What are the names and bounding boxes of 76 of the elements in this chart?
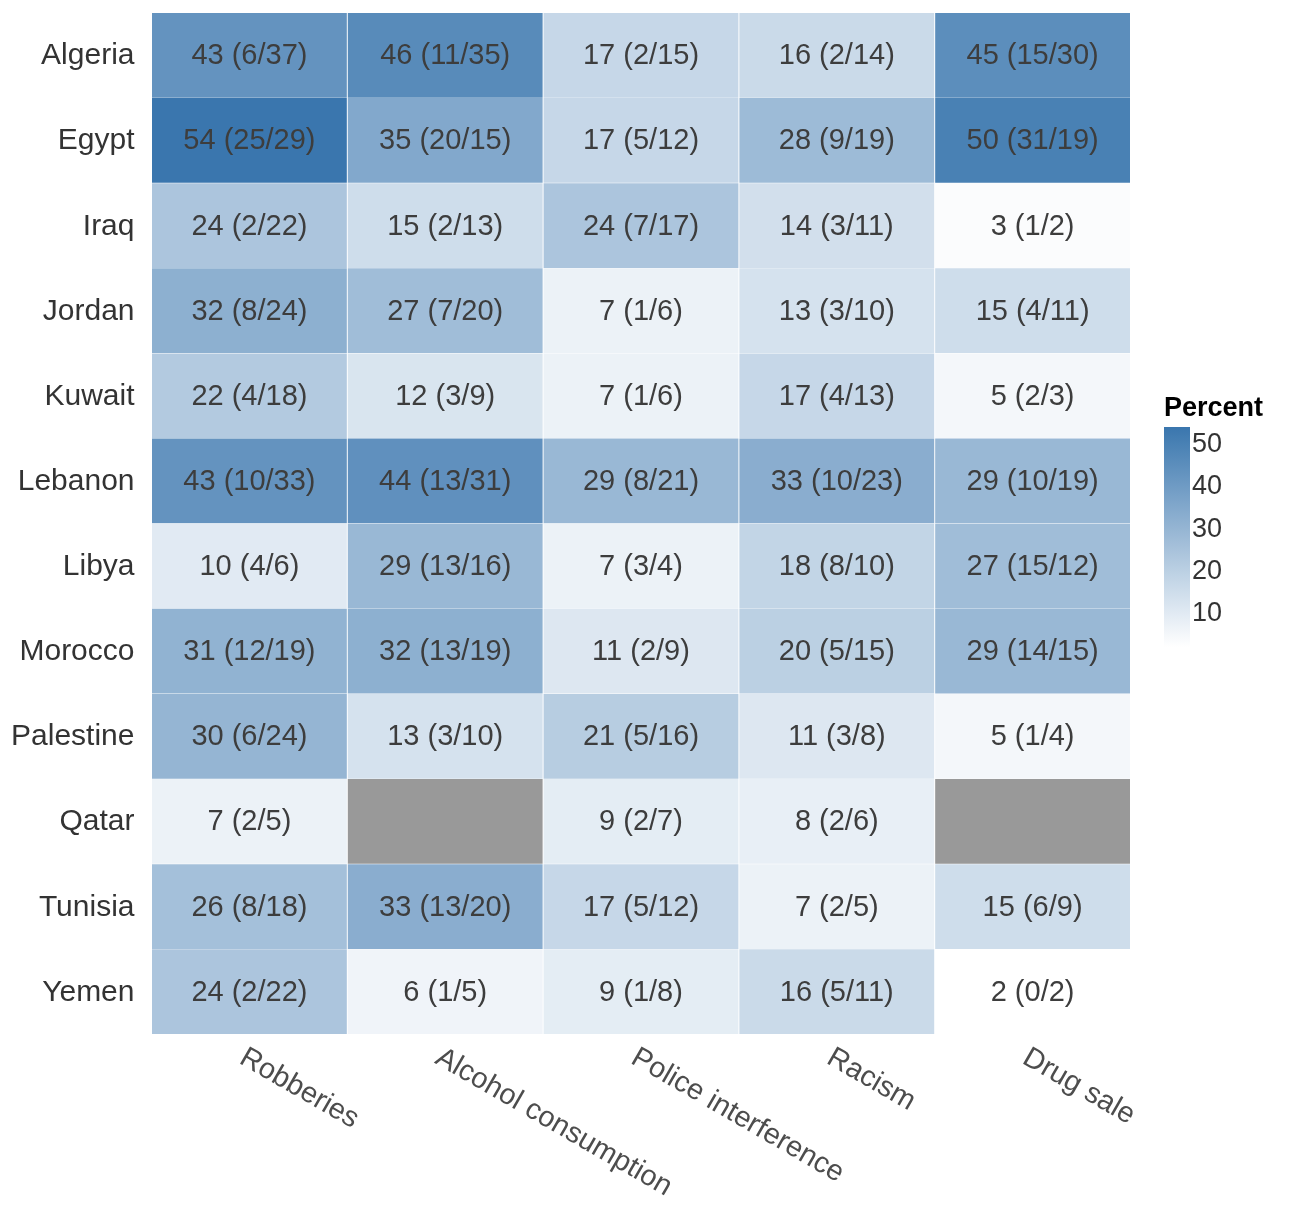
color-bar-label: 10 [1192,597,1223,628]
data-label: 9 (2/7) [599,804,683,837]
data-label: 17 (5/12) [582,123,700,156]
data-label: 7 (1/6) [599,293,683,326]
data-label: 15 (6/9) [982,889,1083,922]
data-label: 14 (3/11) [779,208,894,241]
data-label: 10 (4/6) [199,549,300,582]
data-label: 22 (4/18) [191,378,308,411]
data-label: 12 (3/9) [395,378,496,411]
color-bar-title: Percent [1164,392,1264,422]
data-label: 24 (7/17) [582,208,700,241]
y-tick-label: Tunisia [38,888,135,922]
data-label: 29 (14/15) [966,634,1099,667]
data-label: 8 (2/6) [794,804,879,837]
data-label: 27 (15/12) [966,549,1099,582]
data-label: 11 (2/9) [592,634,690,667]
data-label: 5 (2/3) [990,378,1075,411]
data-label: 43 (10/33) [183,463,316,496]
data-label: 7 (1/6) [599,378,683,411]
data-label: 33 (13/20) [379,889,512,922]
data-label: 27 (7/20) [387,293,504,326]
y-tick-label: Egypt [57,122,136,156]
data-label: 18 (8/10) [778,549,895,582]
y-tick-label: Algeria [41,37,135,71]
data-label: 9 (1/8) [599,974,683,1007]
y-tick-label: Kuwait [44,377,136,411]
data-label: 6 (1/5) [403,974,488,1007]
data-label: 7 (3/4) [599,549,683,582]
data-label: 44 (13/31) [379,463,512,496]
color-bar-label: 40 [1192,470,1223,501]
data-label: 20 (5/15) [778,634,895,667]
data-label: 13 (3/10) [387,719,504,752]
data-label: 13 (3/10) [778,293,895,326]
data-label: 11 (3/8) [787,719,886,752]
color-bar-label: 50 [1192,427,1223,458]
data-label: 24 (2/22) [191,208,308,241]
color-bar-label: 30 [1192,512,1223,543]
data-label: 21 (5/16) [582,719,700,752]
data-label: 7 (2/5) [207,804,292,837]
y-tick-label: Libya [62,548,135,582]
data-label: 54 (25/29) [183,123,316,156]
data-label: 16 (2/14) [778,38,895,71]
data-label: 17 (5/12) [582,889,700,922]
data-label: 30 (6/24) [191,719,308,752]
data-label: 5 (1/4) [990,719,1075,752]
data-label: 15 (2/13) [387,208,504,241]
data-label: 3 (1/2) [990,208,1075,241]
data-label: 26 (8/18) [191,889,308,922]
data-label: 24 (2/22) [191,974,308,1007]
data-label: 17 (4/13) [778,378,895,411]
color-bar-label: 20 [1192,554,1223,585]
data-label: 31 (12/19) [183,634,316,667]
data-label: 32 (13/19) [379,634,512,667]
data-label: 50 (31/19) [966,123,1099,156]
data-label: 29 (10/19) [966,463,1099,496]
y-tick-label: Palestine [11,718,135,752]
y-tick-label: Yemen [42,973,135,1007]
data-label: 16 (5/11) [779,974,894,1007]
data-label: 7 (2/5) [794,889,879,922]
y-tick-label: Iraq [82,207,135,241]
data-label: 45 (15/30) [966,38,1099,71]
y-tick-label: Lebanon [17,462,135,496]
data-label: 17 (2/15) [582,38,700,71]
data-label: 46 (11/35) [380,38,511,71]
y-tick-label: Morocco [19,633,135,667]
data-label: 2 (0/2) [990,974,1075,1007]
data-label: 29 (8/21) [582,463,700,496]
y-tick-label: Qatar [59,803,135,837]
data-label: 33 (10/23) [770,463,903,496]
data-label: 29 (13/16) [379,549,512,582]
data-label: 32 (8/24) [191,293,308,326]
data-label: 15 (4/11) [975,293,1090,326]
data-label: 43 (6/37) [191,38,308,71]
data-label: 28 (9/19) [778,123,895,156]
data-label: 35 (20/15) [379,123,512,156]
y-tick-label: Jordan [42,292,135,326]
